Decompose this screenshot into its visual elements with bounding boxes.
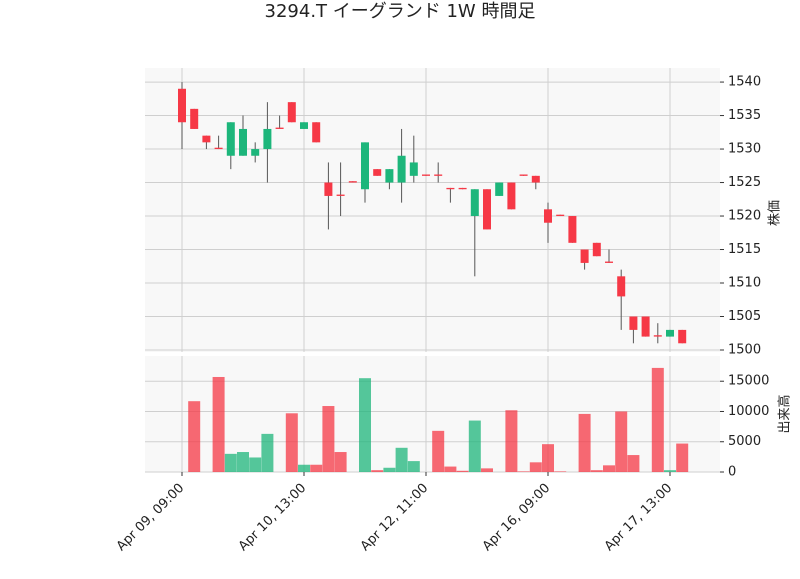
candle-body — [361, 142, 369, 190]
candle-body — [178, 88, 186, 123]
y2-tick-label: 15000 — [728, 374, 769, 389]
candle-body — [312, 122, 321, 143]
volume-bar — [298, 464, 310, 472]
candle-body — [324, 182, 333, 196]
candle-body — [592, 242, 601, 257]
y-tick-label: 1530 — [728, 142, 761, 157]
y2-tick-label: 10000 — [728, 404, 769, 419]
volume-bar — [432, 430, 445, 472]
volume-bar — [383, 467, 396, 472]
candle-body — [226, 122, 235, 156]
candle-body — [202, 135, 211, 143]
volume-bar — [676, 443, 689, 472]
y-tick-label: 1500 — [728, 342, 761, 357]
volume-bar — [188, 401, 201, 472]
candle-body — [397, 155, 406, 183]
candle-body — [678, 329, 687, 344]
candle-body — [653, 335, 662, 337]
candle-body — [263, 128, 272, 150]
volume-bar — [237, 452, 249, 472]
volume-bar — [615, 411, 628, 472]
candle-body — [495, 182, 504, 196]
volume-bar — [542, 444, 554, 472]
candle-body — [409, 162, 418, 176]
y-tick-label: 1515 — [728, 242, 761, 257]
candle-body — [275, 127, 284, 129]
price-panel — [145, 68, 720, 352]
volume-bar — [371, 470, 384, 472]
chart-title: 3294.T イーグランド 1W 時間足 — [265, 1, 536, 22]
volume-bar — [334, 452, 347, 472]
volume-bar — [517, 471, 530, 472]
volume-bar — [395, 447, 408, 472]
candle-body — [336, 194, 345, 196]
candle-body — [239, 128, 247, 156]
volume-bar — [590, 470, 603, 472]
candle-body — [580, 249, 589, 263]
y-tick-label: 1520 — [728, 209, 761, 224]
candle-body — [300, 122, 308, 129]
candle-body — [446, 187, 455, 190]
candle-body — [434, 174, 443, 176]
candle-body — [629, 316, 638, 330]
candle-body — [287, 102, 296, 123]
x-tick-label: Apr 12, 11:00 — [358, 481, 431, 554]
volume-bar — [664, 470, 676, 472]
candle-body — [214, 147, 223, 150]
candle-body — [190, 108, 199, 129]
volume-bar — [322, 406, 335, 472]
y-tick-label: 1540 — [728, 75, 761, 90]
x-tick-label: Apr 17, 13:00 — [602, 481, 675, 554]
y-axis-label: 株価 — [768, 200, 783, 226]
volume-bar — [603, 465, 615, 472]
volume-bar — [481, 468, 493, 472]
volume-bar — [578, 413, 591, 472]
volume-bar — [554, 471, 567, 472]
candle-body — [251, 149, 260, 156]
candle-body — [617, 276, 626, 297]
y2-tick-label: 0 — [728, 465, 736, 480]
volume-bar — [407, 461, 420, 472]
candle-body — [385, 169, 394, 183]
candle-body — [556, 214, 565, 217]
candle-body — [519, 174, 528, 176]
candle-body — [483, 189, 491, 230]
volume-bar — [651, 367, 664, 472]
volume-bar — [456, 470, 469, 472]
candle-body — [470, 189, 479, 217]
volume-bar — [249, 457, 262, 472]
candle-body — [348, 181, 357, 183]
candle-body — [373, 169, 382, 176]
volume-bar — [468, 420, 481, 472]
y2-tick-label: 5000 — [728, 434, 761, 449]
x-tick-label: Apr 10, 13:00 — [236, 481, 309, 554]
y-tick-label: 1510 — [728, 276, 761, 291]
candle-body — [544, 209, 552, 223]
volume-bar — [627, 455, 640, 472]
candle-body — [531, 175, 540, 183]
x-tick-label: Apr 09, 09:00 — [114, 481, 187, 554]
volume-bar — [212, 376, 225, 472]
candle-body — [568, 216, 577, 243]
volume-bar — [444, 466, 457, 472]
candle-body — [666, 329, 674, 337]
volume-bar — [285, 413, 298, 472]
candle-body — [605, 261, 613, 263]
volume-bar — [529, 462, 542, 472]
y2-axis-label: 出来高 — [777, 394, 793, 433]
volume-bar — [224, 453, 237, 472]
candle-body — [422, 174, 430, 176]
volume-bar — [261, 433, 274, 472]
volume-bar — [359, 378, 371, 472]
y-tick-label: 1525 — [728, 175, 761, 190]
y-tick-label: 1535 — [728, 108, 761, 123]
candle-body — [641, 316, 650, 337]
volume-bar — [310, 464, 323, 472]
volume-bar — [505, 410, 518, 472]
y-tick-label: 1505 — [728, 309, 761, 324]
x-tick-label: Apr 16, 09:00 — [480, 481, 553, 554]
candle-body — [458, 187, 467, 190]
candle-body — [507, 182, 516, 210]
